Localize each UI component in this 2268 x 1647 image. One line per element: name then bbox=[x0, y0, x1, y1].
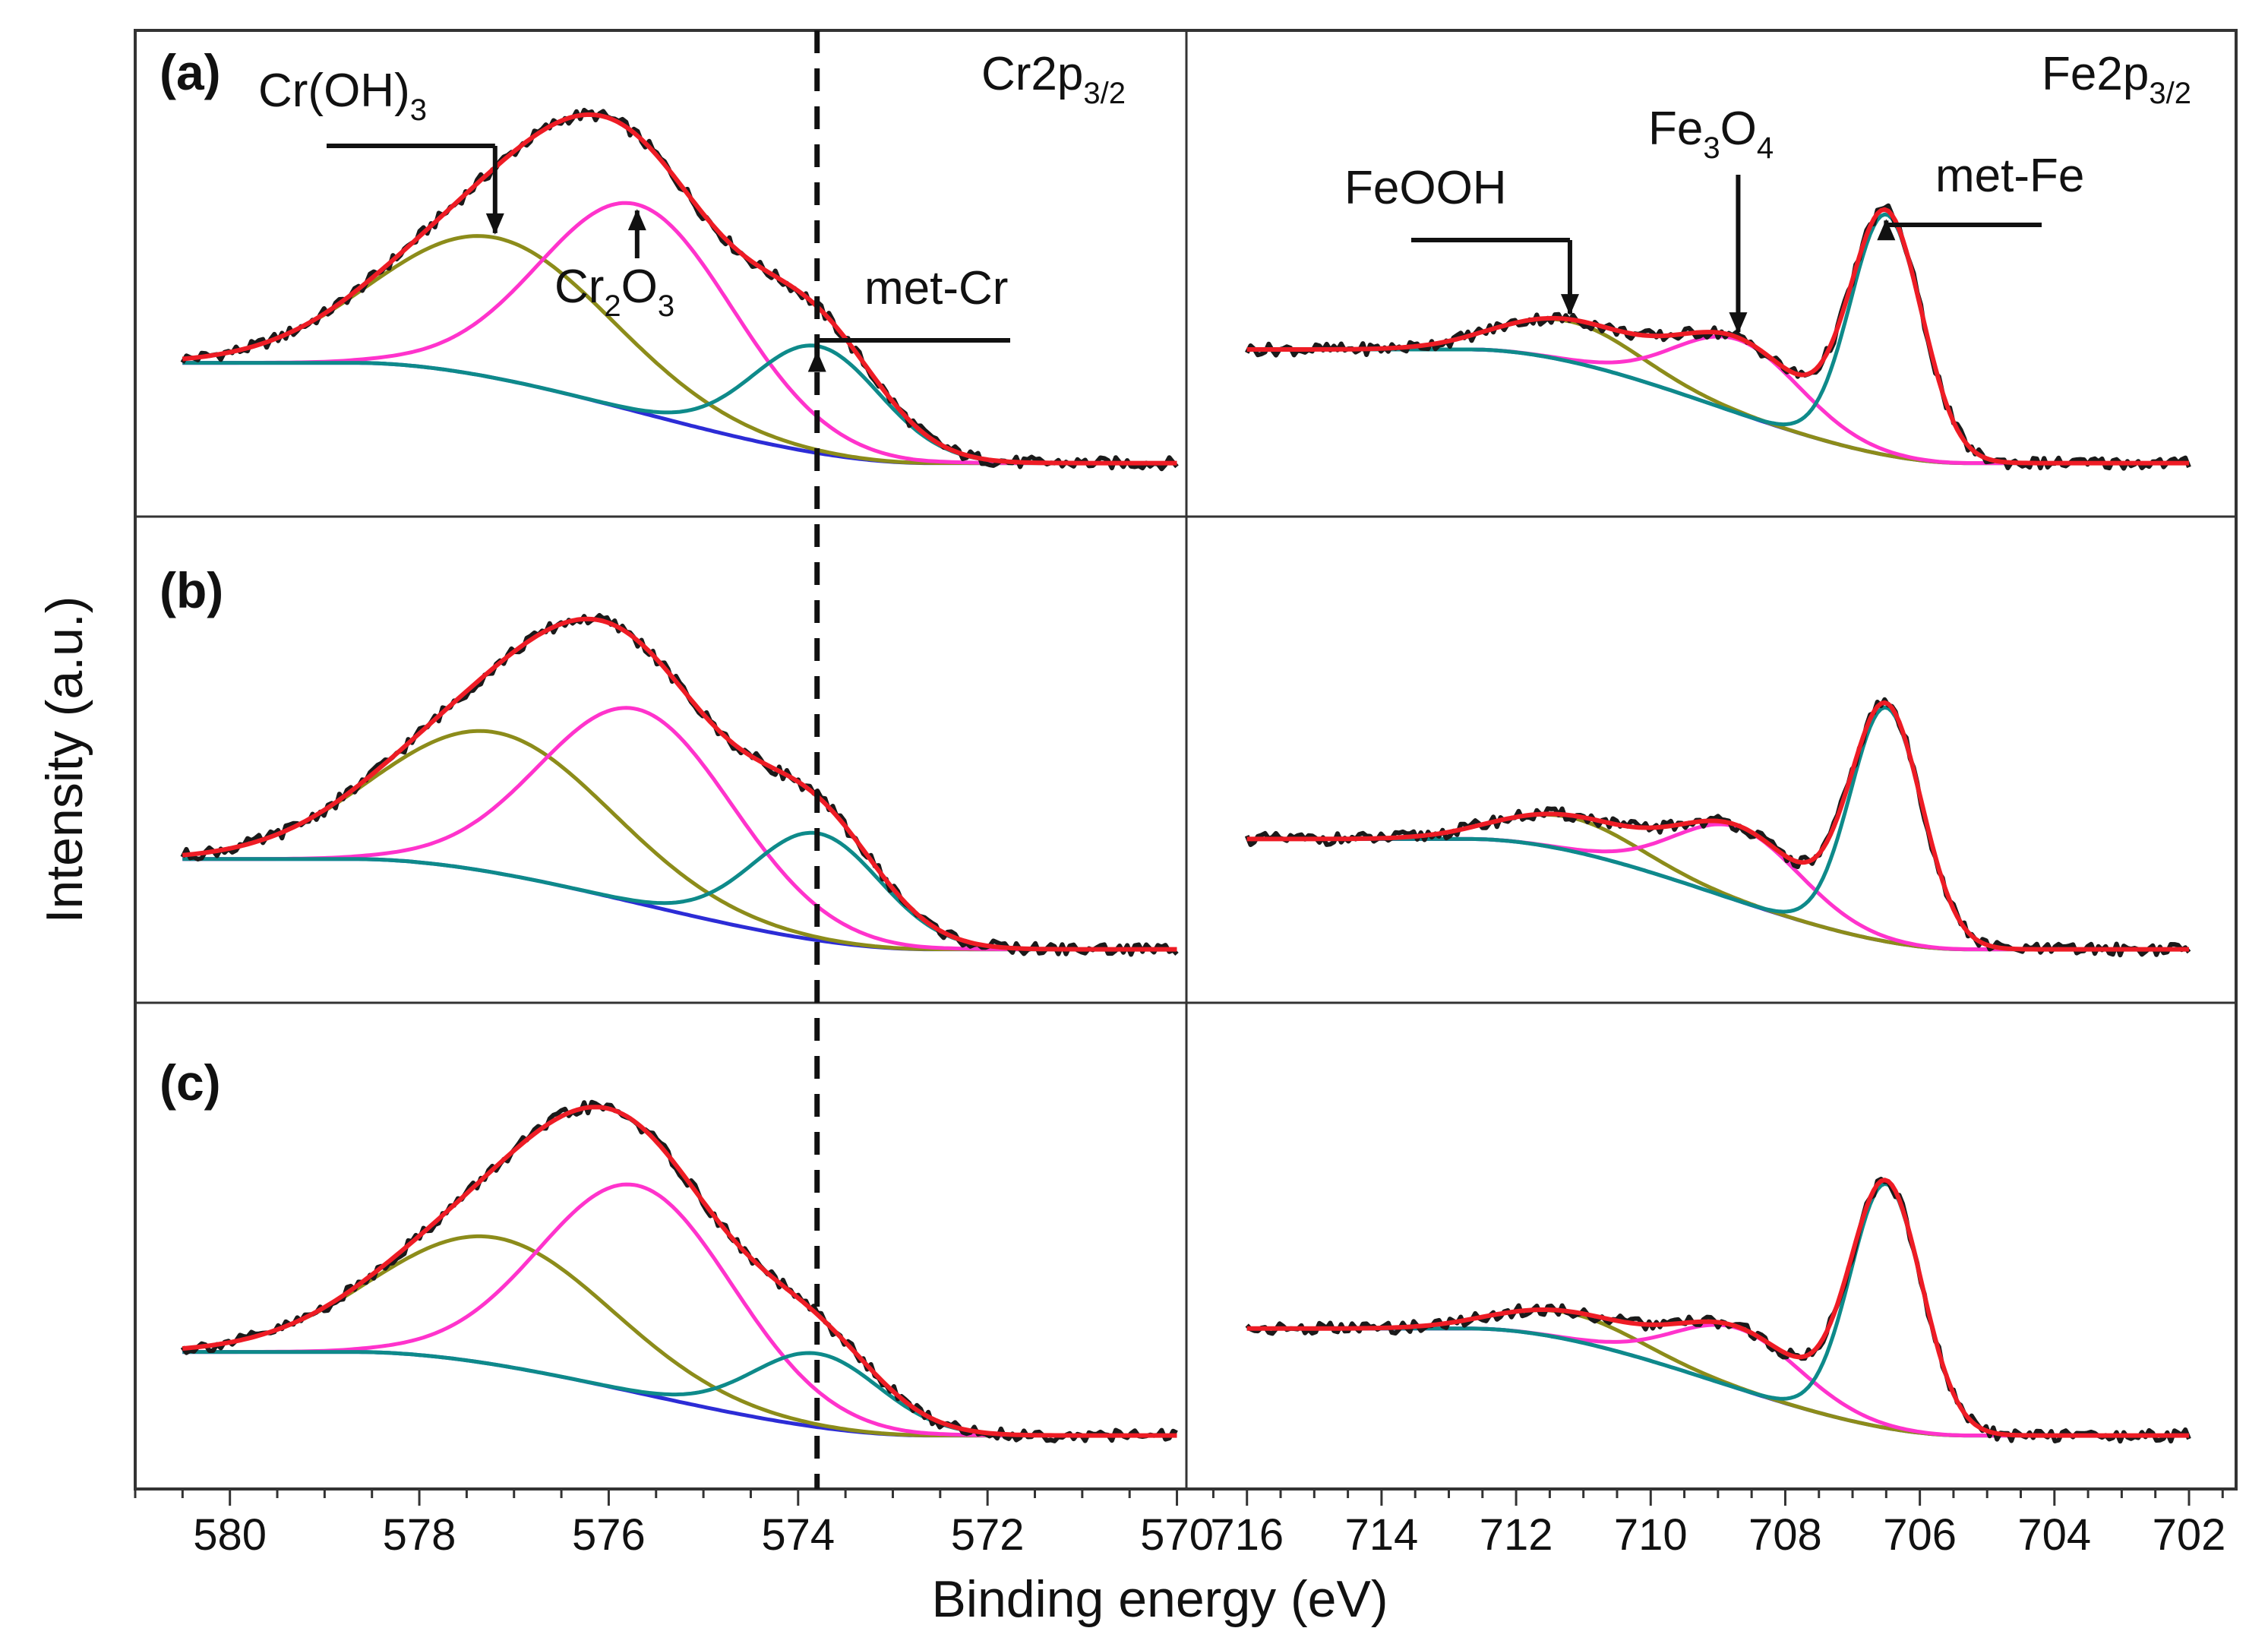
label-cr2o3: Cr2O3 bbox=[554, 261, 674, 323]
fit-envelope-cr-2 bbox=[182, 1105, 1177, 1438]
arrow-cr2o3 bbox=[627, 209, 646, 231]
x-tick-label: 572 bbox=[951, 1510, 1025, 1560]
x-axis-title: Binding energy (eV) bbox=[931, 1570, 1388, 1628]
label-fe3o4: Fe3O4 bbox=[1648, 103, 1774, 165]
y-axis-title: Intensity (a.u.) bbox=[36, 596, 93, 924]
fit-envelope-cr-0 bbox=[182, 112, 1177, 466]
x-tick-label: 574 bbox=[761, 1510, 835, 1560]
panel-label-c: (c) bbox=[160, 1054, 221, 1111]
x-tick-label: 570 bbox=[1140, 1510, 1214, 1560]
x-tick-label: 710 bbox=[1614, 1510, 1688, 1560]
x-tick-label: 576 bbox=[572, 1510, 646, 1560]
fit-envelope-fe-1 bbox=[1246, 700, 2189, 952]
x-tick-label: 706 bbox=[1883, 1510, 1957, 1560]
label-met-fe: met-Fe bbox=[1935, 150, 2084, 202]
arrow-met-cr bbox=[807, 350, 826, 372]
x-tick-label: 714 bbox=[1345, 1510, 1419, 1560]
panel-label-b: (b) bbox=[160, 562, 223, 618]
label-feooh: FeOOH bbox=[1344, 162, 1507, 214]
fit-envelope-fe-0 bbox=[1246, 207, 2189, 466]
spectrum-label-fe: Fe2p3/2 bbox=[2042, 48, 2191, 110]
label-met-cr: met-Cr bbox=[864, 262, 1008, 315]
x-tick-label: 712 bbox=[1480, 1510, 1553, 1560]
label-cr-oh3: Cr(OH)3 bbox=[258, 65, 427, 127]
x-tick-label: 708 bbox=[1748, 1510, 1822, 1560]
x-tick-label: 702 bbox=[2153, 1510, 2226, 1560]
arrow-feooh bbox=[1560, 294, 1579, 316]
panel-label-a: (a) bbox=[160, 44, 221, 100]
annotation-arrowheads bbox=[485, 209, 1896, 372]
x-tick-label: 716 bbox=[1210, 1510, 1284, 1560]
fit-envelope-cr-1 bbox=[182, 616, 1177, 952]
spectrum-label-cr: Cr2p3/2 bbox=[981, 48, 1126, 110]
x-tick-label: 704 bbox=[2017, 1510, 2091, 1560]
fit-envelope-fe-2 bbox=[1246, 1178, 2189, 1438]
x-tick-label: 580 bbox=[193, 1510, 267, 1560]
x-tick-label: 578 bbox=[383, 1510, 456, 1560]
arrow-fe3o4 bbox=[1729, 312, 1748, 334]
arrow-cr-oh3 bbox=[485, 213, 504, 235]
spectra-curves bbox=[180, 107, 2191, 1444]
arrow-met-fe bbox=[1877, 219, 1896, 241]
